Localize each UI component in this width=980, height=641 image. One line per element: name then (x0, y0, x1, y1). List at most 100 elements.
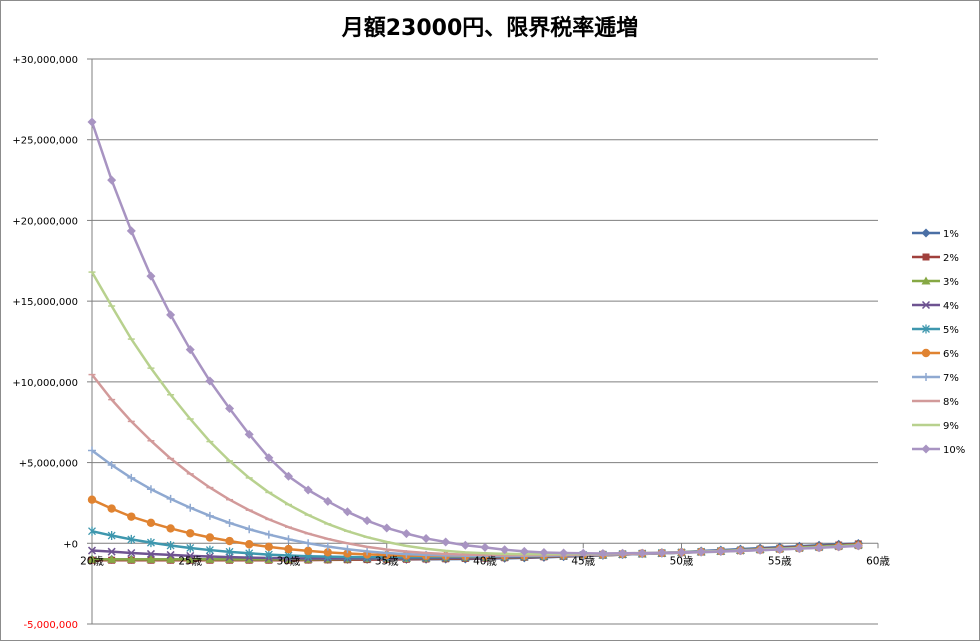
data-point (107, 175, 117, 185)
data-point (225, 518, 234, 527)
legend-item: 7% (912, 373, 959, 384)
data-point (775, 544, 785, 554)
data-point (186, 543, 195, 553)
y-tick-label: +10,000,000 (12, 378, 78, 389)
data-point (146, 549, 155, 558)
x-tick-label: 55歳 (768, 555, 792, 567)
y-axis-tick-labels: +30,000,000 +25,000,000 +20,000,000 +15,000… (12, 55, 78, 631)
data-point (185, 345, 195, 355)
data-point (107, 554, 117, 563)
data-point (264, 453, 274, 463)
legend-label: 10% (943, 445, 965, 456)
data-point (107, 531, 116, 541)
legend-label: 5% (943, 325, 959, 336)
data-point (794, 544, 804, 554)
data-point (696, 547, 706, 557)
data-point (225, 536, 234, 546)
data-point (303, 546, 313, 556)
data-point (401, 529, 411, 539)
legend-marker (921, 228, 931, 238)
gridlines (92, 58, 878, 625)
legend-label: 7% (943, 373, 959, 384)
series-9% (88, 271, 862, 556)
data-point (598, 548, 608, 558)
legend: 1% 2% 3% 4% 5% 6% 7% 8% 9% 10% (912, 228, 965, 456)
data-point (127, 473, 136, 482)
data-point (716, 546, 726, 556)
data-point (618, 548, 628, 558)
legend-label: 4% (943, 301, 959, 312)
data-point (185, 554, 195, 563)
legend-item: 4% (912, 300, 959, 312)
legend-marker (921, 348, 931, 358)
data-point (264, 542, 274, 552)
series-line (90, 121, 859, 555)
x-tick-label: 40歳 (473, 555, 497, 567)
data-point (460, 540, 470, 550)
data-point (88, 526, 96, 536)
y-tick-label: +30,000,000 (12, 55, 78, 66)
data-point (539, 547, 549, 557)
x-tick-label: 50歳 (670, 555, 694, 567)
data-point (245, 540, 254, 549)
legend-marker (921, 276, 931, 285)
data-point (519, 546, 529, 556)
x-axis-tick-labels: 20歳 25歳 30歳 35歳 40歳 45歳 50歳 55歳 60歳 (80, 555, 890, 567)
data-point (146, 554, 156, 563)
data-point (87, 554, 97, 563)
legend-item: 6% (912, 348, 959, 360)
legend-marker (922, 253, 930, 261)
data-point (166, 524, 175, 533)
data-point (244, 429, 254, 439)
data-point (323, 496, 333, 506)
data-point (323, 542, 332, 551)
legend-label: 9% (943, 421, 959, 432)
data-point (480, 542, 490, 552)
data-point (88, 446, 96, 455)
legend-marker (922, 373, 930, 381)
data-point (264, 530, 273, 539)
data-point (205, 554, 215, 563)
legend-label: 8% (943, 397, 959, 408)
data-point (146, 271, 156, 281)
legend-label: 1% (943, 229, 959, 240)
data-point (637, 548, 647, 558)
legend-marker (921, 444, 931, 454)
y-tick-label: +5,000,000 (19, 459, 78, 470)
data-point (205, 552, 214, 561)
data-point (382, 523, 392, 533)
data-point (87, 546, 97, 555)
data-point (677, 547, 686, 557)
data-point (500, 545, 510, 555)
series-10% (87, 117, 863, 558)
data-point (127, 548, 136, 558)
data-point (126, 554, 136, 563)
x-tick-label: 20歳 (80, 555, 104, 567)
data-point (245, 548, 254, 558)
legend-item: 2% (912, 253, 959, 264)
legend-label: 2% (943, 253, 959, 264)
data-point (421, 533, 431, 543)
data-point (87, 117, 97, 127)
data-point (186, 503, 195, 512)
data-point (186, 551, 195, 560)
legend-marker (922, 324, 930, 334)
y-tick-label: -5,000,000 (23, 620, 78, 631)
x-tick-label: 45歳 (571, 555, 595, 567)
y-tick-label: +20,000,000 (12, 216, 78, 227)
axes (87, 58, 879, 625)
data-point (166, 541, 175, 551)
data-point (343, 549, 352, 558)
data-point (205, 511, 214, 520)
data-point (225, 554, 235, 563)
x-tick-label: 60歳 (866, 555, 890, 567)
chart-title: 月額23000円、限界税率逓増 (341, 16, 639, 41)
data-point (342, 507, 352, 517)
data-point (126, 226, 136, 236)
data-point (284, 471, 293, 481)
y-tick-label: +0 (63, 539, 78, 550)
data-point (186, 529, 195, 538)
series-8% (88, 373, 862, 557)
legend-item: 5% (912, 324, 959, 336)
